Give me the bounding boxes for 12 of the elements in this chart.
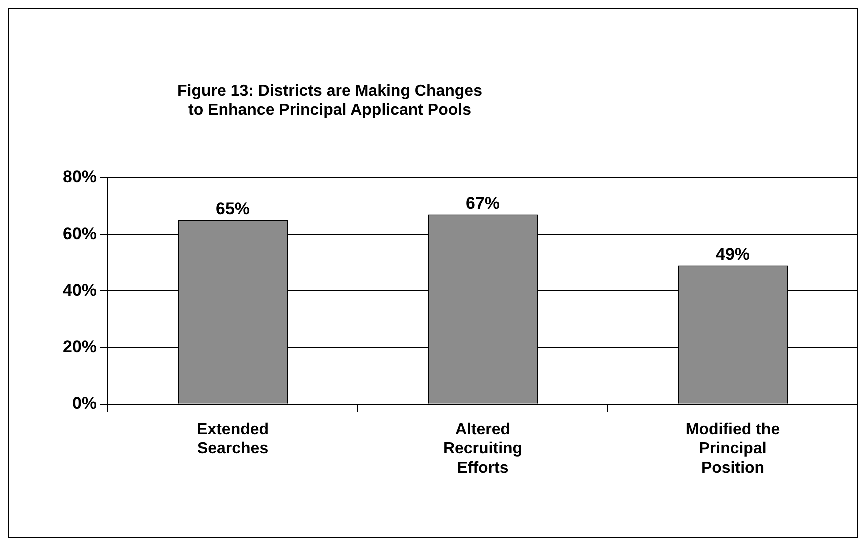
data-label: 49% xyxy=(716,244,750,264)
data-label: 65% xyxy=(216,200,250,219)
y-tick-label: 0% xyxy=(72,394,98,414)
x-tick-label: Altered Recruiting Efforts xyxy=(443,421,523,477)
y-tick-label: 40% xyxy=(62,280,98,300)
data-label: 67% xyxy=(466,194,500,213)
y-tick-label: 60% xyxy=(62,224,98,244)
x-tick-label: Modified the Principal Position xyxy=(686,421,780,477)
chart-title: Figure 13: Districts are Making Changes to Enhance Principal Applicant Pools xyxy=(176,82,484,120)
x-tick-label: Extended Searches xyxy=(197,421,270,458)
y-tick-label: 80% xyxy=(62,168,98,187)
y-tick-label: 20% xyxy=(62,337,98,356)
